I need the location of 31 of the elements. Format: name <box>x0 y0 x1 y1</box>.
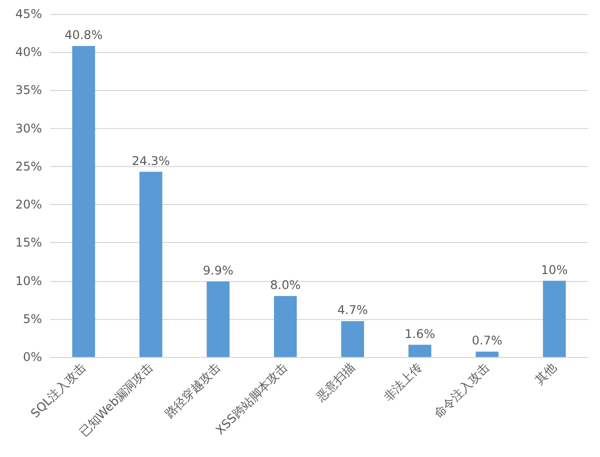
data-label: 4.7% <box>337 303 368 318</box>
data-label: 1.6% <box>404 326 436 341</box>
y-tick-label: 20% <box>15 198 42 212</box>
data-label: 10% <box>541 262 568 277</box>
x-tick-label: 其他 <box>532 360 560 387</box>
y-tick-label: 25% <box>15 159 42 174</box>
y-tick-label: 35% <box>15 83 42 98</box>
bar <box>72 46 96 357</box>
y-tick-label: 10% <box>15 274 42 288</box>
x-tick-label: 路径穿越攻击 <box>162 360 224 421</box>
bar <box>274 296 297 357</box>
y-tick-label: 45% <box>15 7 42 21</box>
y-tick-label: 5% <box>22 312 42 326</box>
data-label: 8.0% <box>270 278 301 292</box>
data-label: 24.3% <box>132 154 170 168</box>
y-tick-label: 40% <box>15 45 42 60</box>
bar <box>476 352 499 357</box>
y-tick-label: 30% <box>15 121 42 136</box>
x-tick-label: 非法上传 <box>380 360 425 404</box>
bar <box>341 321 364 357</box>
y-tick-label: 15% <box>15 236 42 250</box>
bar <box>408 344 432 357</box>
x-tick-label: 恶意扫描 <box>313 360 358 405</box>
x-tick-label: 命令注入攻击 <box>431 360 492 421</box>
data-label: 40.8% <box>64 28 103 42</box>
bar <box>206 282 230 357</box>
bar <box>139 172 162 357</box>
bar <box>542 280 566 357</box>
data-label: 9.9% <box>202 264 234 278</box>
y-tick-label: 0% <box>22 350 42 364</box>
data-label: 0.7% <box>472 334 502 348</box>
